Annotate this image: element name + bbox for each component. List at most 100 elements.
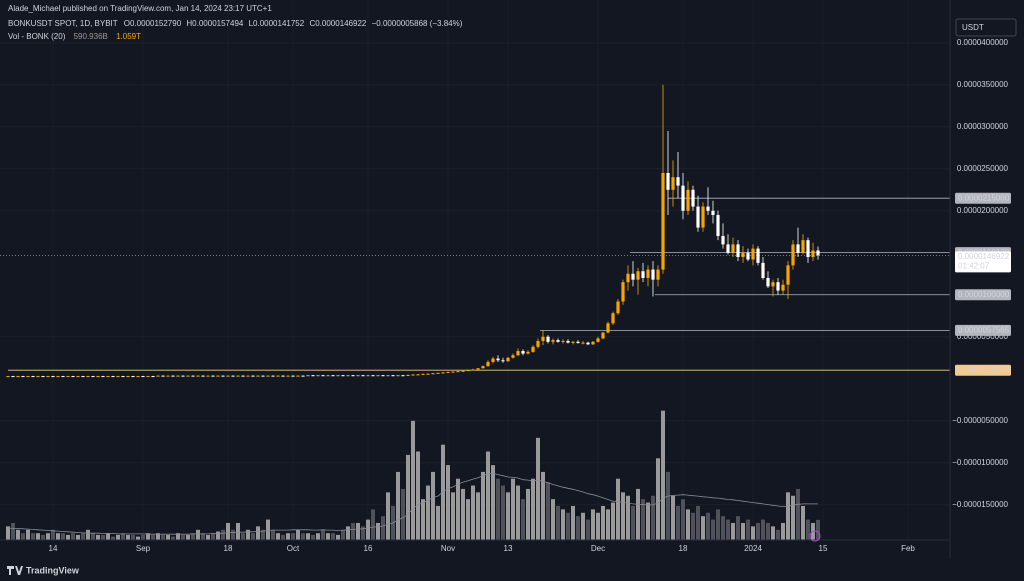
legend-key: H	[186, 19, 192, 28]
x-tick-label: 18	[224, 544, 233, 553]
candle-body	[146, 376, 150, 378]
volume-bar	[571, 505, 575, 540]
volume-bar	[211, 533, 215, 540]
candle-body	[216, 375, 220, 377]
candle-body	[126, 376, 130, 378]
volume-bar	[701, 516, 705, 540]
volume-bar	[171, 536, 175, 540]
volume-bar	[721, 516, 725, 540]
volume-title: Vol - BONK (20)	[8, 32, 66, 41]
candle-body	[351, 375, 355, 377]
brand: TradingView	[26, 565, 80, 575]
volume-bar	[356, 522, 360, 540]
volume-bar	[256, 526, 260, 540]
volume-bar	[676, 505, 680, 540]
currency-button[interactable]	[955, 18, 1017, 37]
volume-bar	[351, 522, 355, 540]
currency-label[interactable]: USDT	[962, 23, 984, 32]
candle-body	[186, 375, 190, 377]
volume-bar	[386, 492, 390, 540]
candle-body	[151, 376, 155, 378]
candle-body	[111, 376, 115, 378]
candle-body	[256, 375, 260, 377]
price-level-tag	[955, 364, 1011, 376]
candle-body	[346, 375, 350, 377]
candle-body	[301, 375, 305, 377]
volume-bar	[751, 526, 755, 540]
volume-bar	[36, 533, 40, 540]
volume-bar	[426, 485, 430, 540]
candle-body	[91, 376, 95, 378]
x-tick-label: Dec	[591, 544, 605, 553]
event-icon[interactable]	[809, 530, 821, 542]
volume-bar	[421, 499, 425, 540]
volume-bar	[401, 488, 405, 540]
candle-body	[356, 375, 360, 377]
volume-bar	[451, 492, 455, 540]
candle-body	[551, 340, 555, 342]
legend-value: 0.0000157494	[192, 19, 244, 28]
candle-body	[656, 269, 660, 280]
candle-body	[751, 248, 755, 260]
candle-body	[241, 375, 245, 377]
y-tick-label: −0.0000150000	[952, 500, 1008, 509]
candle-body	[406, 374, 410, 376]
volume-bar	[131, 534, 135, 540]
volume-bar	[141, 534, 145, 540]
volume-bar	[556, 505, 560, 540]
candle-body	[631, 273, 635, 280]
volume-bar	[236, 522, 240, 540]
volume-bar	[731, 522, 735, 540]
volume-bar	[261, 529, 265, 540]
volume-bar	[286, 533, 290, 540]
candle-body	[781, 284, 785, 291]
volume-bar	[56, 533, 60, 540]
footer	[0, 560, 1024, 581]
volume-bar	[406, 454, 410, 540]
candle-body	[336, 375, 340, 377]
volume-bar	[366, 519, 370, 540]
volume-bar	[431, 471, 435, 540]
candle-body	[796, 244, 800, 253]
candle-body	[116, 376, 120, 378]
volume-bar	[301, 533, 305, 540]
candle-body	[671, 177, 675, 190]
candle-body	[556, 340, 560, 342]
volume-bar	[416, 451, 420, 540]
volume-bar	[246, 529, 250, 540]
candle-body	[541, 336, 545, 341]
volume-bar	[576, 516, 580, 540]
volume-bar	[216, 531, 220, 540]
volume-bar	[471, 485, 475, 540]
volume-bar	[166, 534, 170, 540]
volume-bar	[316, 533, 320, 540]
candle-body	[536, 340, 540, 347]
volume-bar	[741, 522, 745, 540]
volume-bar	[186, 534, 190, 540]
symbol: BONKUSDT SPOT, 1D, BYBIT	[8, 19, 118, 28]
candle-body	[366, 375, 370, 377]
axes: 0.0000400000 0.0000350000 0.0000300000 0.00…	[49, 38, 1011, 553]
candle-body	[641, 271, 645, 278]
volume-bar	[111, 536, 115, 540]
candle-body	[421, 373, 425, 375]
candle-body	[26, 376, 30, 378]
volume-bar	[806, 519, 810, 540]
volume-bar	[726, 519, 730, 540]
candle-body	[391, 375, 395, 377]
legend-key: L	[249, 19, 254, 28]
volume-bar	[716, 509, 720, 540]
candle-body	[411, 374, 415, 376]
x-tick-label: 14	[49, 544, 58, 553]
candle-body	[466, 369, 470, 371]
volume-bar	[361, 526, 365, 540]
candle-body	[506, 357, 510, 362]
candle-body	[156, 375, 160, 377]
legend-value: 0.0000141752	[253, 19, 305, 28]
candle-body	[816, 250, 820, 256]
candle-body	[651, 269, 655, 280]
candle-body	[281, 375, 285, 377]
price-level-label: 0.0000010199	[958, 365, 1010, 374]
volume-bar	[671, 495, 675, 540]
candle-body	[676, 177, 680, 186]
